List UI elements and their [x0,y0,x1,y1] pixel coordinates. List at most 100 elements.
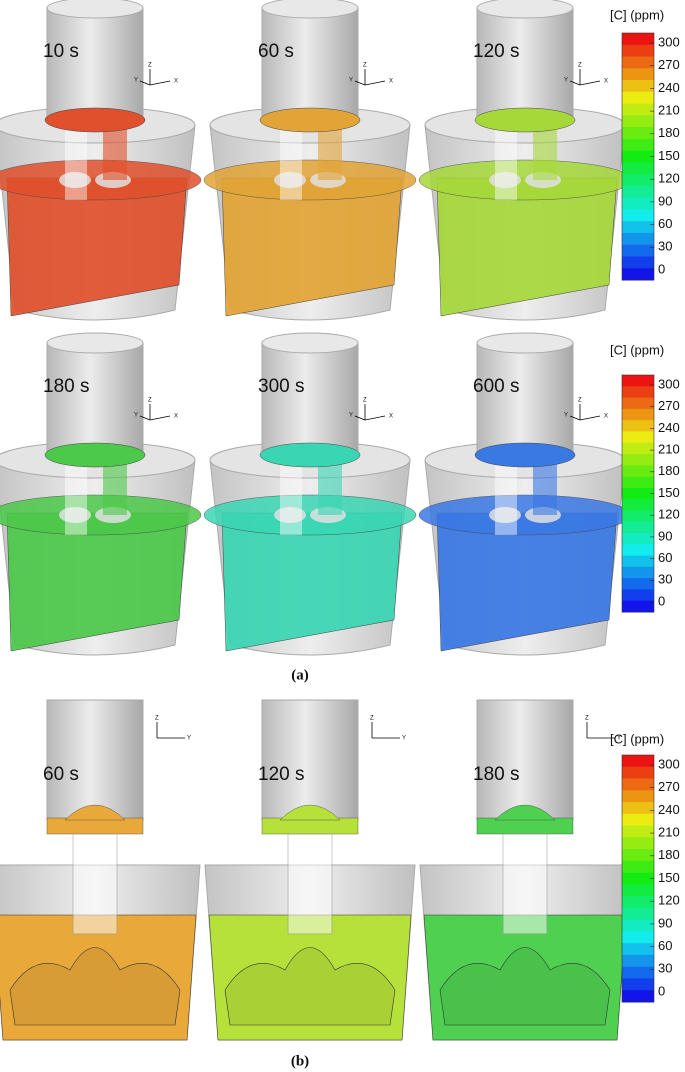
colorbar-segment [622,966,654,979]
triad-x-label: X [604,79,608,85]
colorbar-tick-label: 300 [658,756,680,771]
time-label: 10 s [43,41,79,62]
colorbar-segment [622,442,654,455]
colorbar-tick-label: 60 [658,550,672,565]
colorbar-tick-label: 150 [658,148,680,163]
triad-z-label: Z [578,63,582,69]
colorbar-title: [C] (ppm) [610,731,664,746]
colorbar-segment [622,589,654,602]
colorbar-segment [622,521,654,534]
upper-cylinder [476,342,574,459]
axis-triad: Z Y X [134,63,178,86]
colorbar-segment [622,375,654,387]
nozzle [65,455,87,535]
colorbar-segment [622,837,654,850]
triad-y-label: Y [617,736,621,742]
upper-cylinder-top [261,332,359,354]
triad-x [149,415,171,421]
colorbar-segment [622,386,654,399]
snapshot: 180 s [419,699,631,1041]
colorbar-tick-label: 0 [658,261,665,276]
colorbar-tick-label: 180 [658,463,680,478]
colorbar-segment [622,533,654,545]
colorbar-segment [622,44,654,58]
colorbar-tick-label: 300 [658,376,680,391]
nozzle [502,833,548,935]
upper-cylinder [46,342,144,459]
colorbar-tick-label: 60 [658,938,672,953]
colorbar-segment [622,896,654,909]
triad-y [354,80,366,86]
triad-y-label: Y [134,78,138,84]
colorbar-tick-label: 90 [658,528,672,543]
colorbar-segment [622,33,654,46]
nozzle [280,120,302,200]
time-label: 60 s [43,764,79,785]
upper-cylinder [476,7,574,124]
triad-x-label: X [604,414,608,420]
colorbar-tick-label: 300 [658,34,680,49]
colorbar-segment [622,802,654,815]
axis-triad: Z Y X [564,63,608,86]
colorbar-segment [622,990,654,1003]
triad-x [364,80,386,86]
snapshot: 180 s [0,332,202,656]
colorbar-segment [622,849,654,862]
colorbar-tick-label: 150 [658,870,680,885]
upper-cylinder-top [46,332,144,354]
colorbar-tick-label: 90 [658,915,672,930]
colorbar-segment [622,127,654,140]
colorbar-segment [622,476,654,489]
colorbar-tick-label: 270 [658,398,680,413]
panel-label: (a) [291,667,309,683]
colorbar-segment [622,408,654,421]
colorbar-segment [622,91,654,105]
port-hole [59,507,91,523]
triad-z-label: Z [363,398,367,404]
concentration-slice [423,914,627,1041]
upper-disk [474,107,576,133]
axis-triad: Z Y X [134,398,178,421]
colorbar-segment [622,431,654,444]
upper-disk [44,442,146,468]
concentration-slice [208,914,412,1041]
upper-cylinder-top [261,0,359,19]
colorbar-segment [622,566,654,579]
time-label: 600 s [473,376,519,397]
triad-y-label: Y [134,413,138,419]
triad-y [569,80,581,86]
surface-bump [64,804,126,821]
colorbar-tick-label: 210 [658,103,680,118]
snapshot: 600 s [418,332,632,656]
snapshot: 60 s [203,0,417,321]
upper-disk [259,107,361,133]
colorbar-segment [622,978,654,991]
triad-y-label: Y [564,413,568,419]
triad-y-label: Y [187,736,191,742]
colorbar-title: [C] (ppm) [610,342,664,357]
time-label: 120 s [473,41,519,62]
colorbar-segment [622,872,654,885]
upper-cylinder-top [46,0,144,19]
colorbar-segment [622,420,654,432]
colorbar-segment [622,103,654,116]
upper-disk [44,107,146,133]
contour [224,947,396,1026]
upper-disk [474,442,576,468]
snapshot: 120 s [418,0,632,321]
triad-z-label: Z [155,716,159,722]
nozzle [287,833,333,935]
axis-triad: ZY [585,716,621,742]
colorbar-tick-label: 210 [658,825,680,840]
time-label: 300 s [258,376,304,397]
colorbar-segment [622,68,654,81]
triad-z-label: Z [578,398,582,404]
colorbar-segment [622,755,654,768]
colorbar-segment [622,778,654,791]
colorbar-segment [622,813,654,827]
nozzle [72,833,118,935]
triad-x [364,415,386,421]
time-label: 120 s [258,764,304,785]
colorbar-segment [622,544,654,557]
surface-bump [494,804,556,821]
